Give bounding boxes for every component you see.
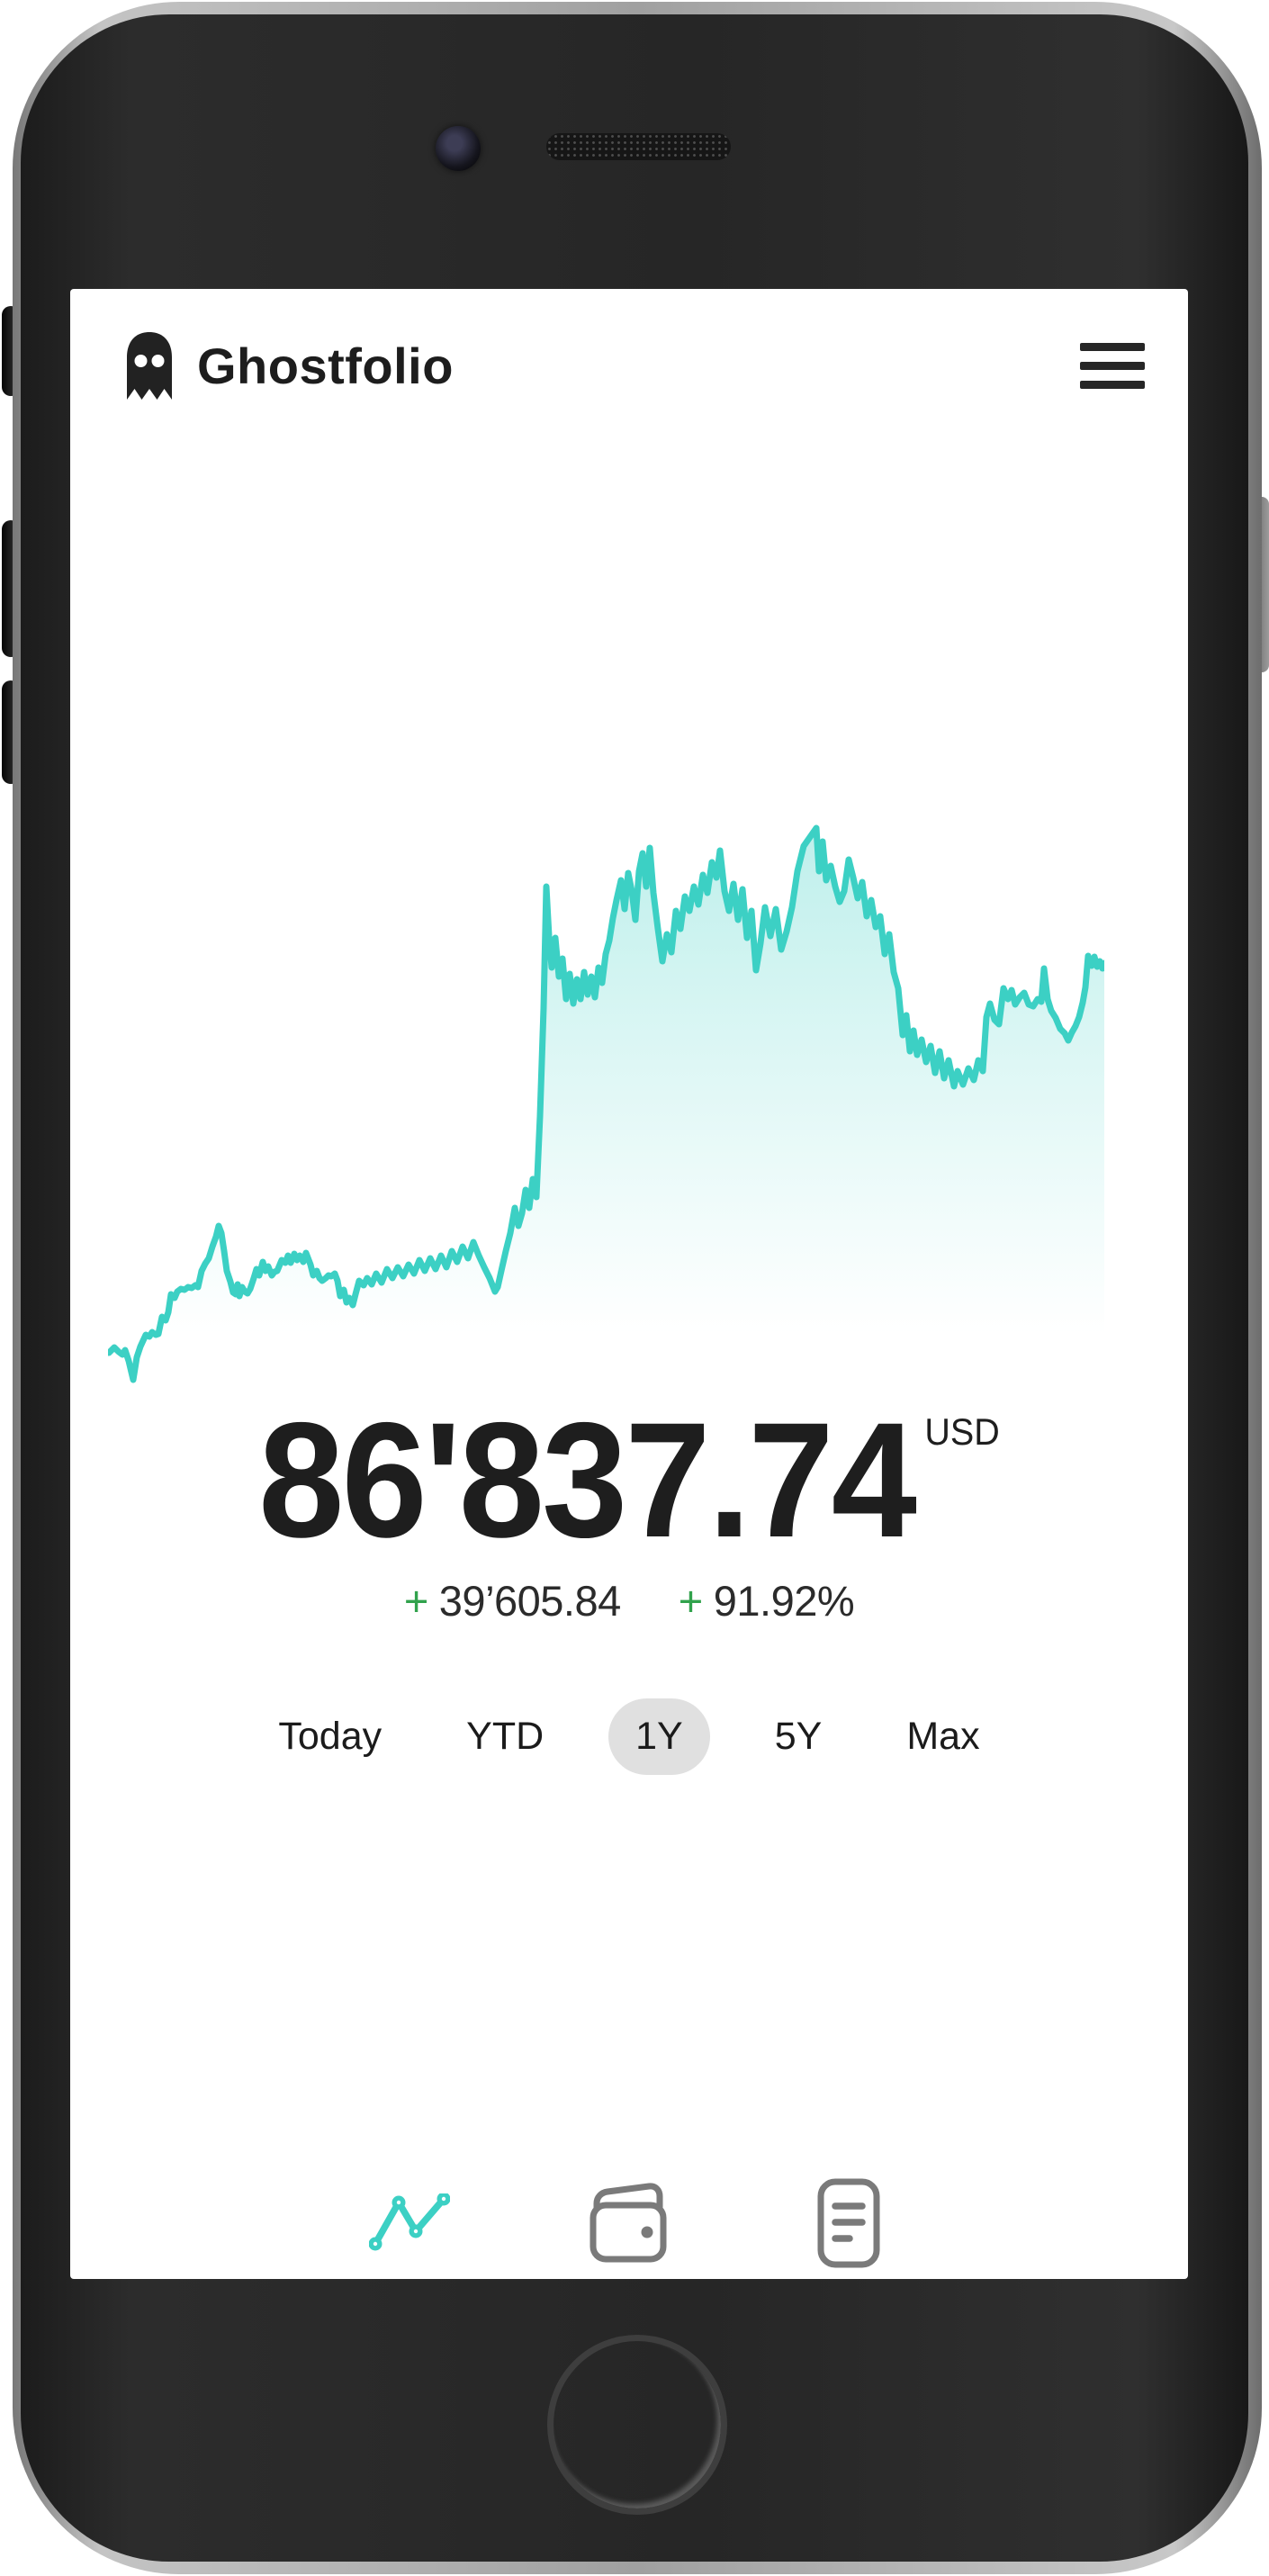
portfolio-value-row: 86'837.74 USD: [104, 1398, 1154, 1562]
line-chart-icon: [369, 2193, 450, 2253]
performance-stats-row: + 39’605.84 + 91.92%: [70, 1576, 1188, 1626]
range-button-5y[interactable]: 5Y: [774, 1715, 823, 1758]
absolute-change: + 39’605.84: [404, 1576, 621, 1626]
range-button-today[interactable]: Today: [278, 1715, 382, 1758]
portfolio-performance-chart[interactable]: [108, 819, 1104, 1391]
percent-change-value: 91.92%: [713, 1577, 855, 1625]
date-range-selector: Today YTD 1Y 5Y Max: [70, 1698, 1188, 1775]
chart-area-fill: [109, 828, 1104, 1391]
app-screen: Ghostfolio 86'837.74 USD + 39’605.84: [70, 289, 1188, 2279]
portfolio-total-value: 86'837.74: [258, 1388, 917, 1572]
earpiece-speaker: [546, 133, 731, 160]
plus-sign: +: [678, 1577, 703, 1625]
nav-item-wallet[interactable]: [588, 2172, 670, 2275]
home-button: [547, 2335, 727, 2515]
range-button-1y[interactable]: 1Y: [608, 1698, 710, 1775]
bottom-navigation: [70, 2165, 1188, 2282]
nav-item-performance[interactable]: [368, 2172, 451, 2275]
chart-line: [109, 828, 1104, 1380]
currency-label: USD: [924, 1410, 1000, 1453]
hamburger-menu-icon[interactable]: [1080, 342, 1145, 389]
absolute-change-value: 39’605.84: [438, 1577, 621, 1625]
nav-item-report[interactable]: [807, 2172, 890, 2275]
plus-sign: +: [403, 1577, 428, 1625]
range-button-max[interactable]: Max: [906, 1715, 980, 1758]
percent-change: + 91.92%: [678, 1576, 855, 1626]
wallet-icon: [586, 2180, 672, 2266]
front-camera: [436, 126, 481, 171]
app-header: Ghostfolio: [122, 325, 1145, 406]
range-button-ytd[interactable]: YTD: [466, 1715, 544, 1758]
report-icon: [815, 2177, 882, 2269]
page-title: Ghostfolio: [197, 337, 454, 394]
ghost-icon: [122, 329, 177, 401]
